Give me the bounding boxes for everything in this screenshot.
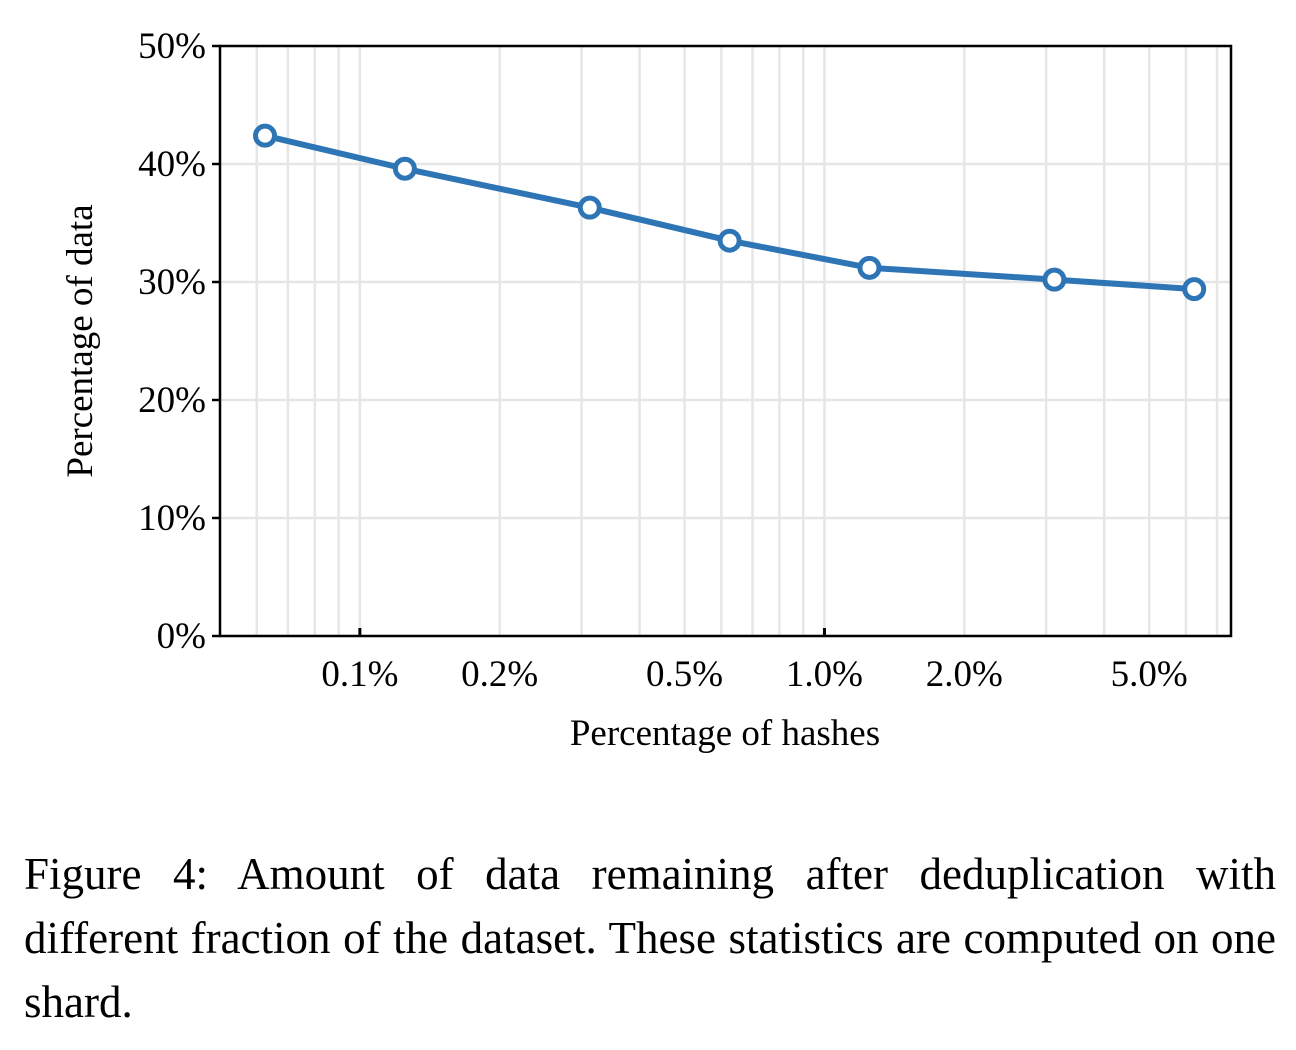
x-tick-labels: 0.1% 0.2% 0.5% 1.0% 2.0% 5.0% <box>321 654 1187 695</box>
y-tick-labels: 0% 10% 20% 30% 40% 50% <box>138 26 206 657</box>
axis-ticks <box>212 44 826 638</box>
y-tick-label: 40% <box>138 144 206 185</box>
x-tick-label: 0.5% <box>646 654 723 695</box>
y-tick-label: 50% <box>138 26 206 67</box>
data-point <box>1182 277 1207 302</box>
x-tick-label: 5.0% <box>1111 654 1188 695</box>
x-tick-label: 0.1% <box>321 654 398 695</box>
x-tick-label: 0.2% <box>461 654 538 695</box>
plot-frame <box>218 44 1233 638</box>
x-tick-label: 2.0% <box>926 654 1003 695</box>
y-axis-label: Percentage of data <box>60 204 101 477</box>
x-tick-label: 1.0% <box>786 654 863 695</box>
data-point <box>577 195 602 220</box>
grid-lines <box>218 44 1231 638</box>
data-point <box>253 123 278 148</box>
data-series <box>253 123 1207 302</box>
y-tick-label: 30% <box>138 262 206 303</box>
data-point <box>857 255 882 280</box>
y-tick-label: 0% <box>157 616 206 657</box>
figure-caption: Figure 4: Amount of data remaining after… <box>24 849 1276 1027</box>
data-point <box>392 156 417 181</box>
line-chart: 0% 10% 20% 30% 40% 50% 0.1% 0.2% 0.5% 1.0% 2.0% 5.… <box>60 26 1233 754</box>
data-point <box>1042 267 1067 292</box>
x-axis-label: Percentage of hashes <box>570 713 880 754</box>
data-point <box>717 228 742 253</box>
y-tick-label: 10% <box>138 498 206 539</box>
y-tick-label: 20% <box>138 380 206 421</box>
